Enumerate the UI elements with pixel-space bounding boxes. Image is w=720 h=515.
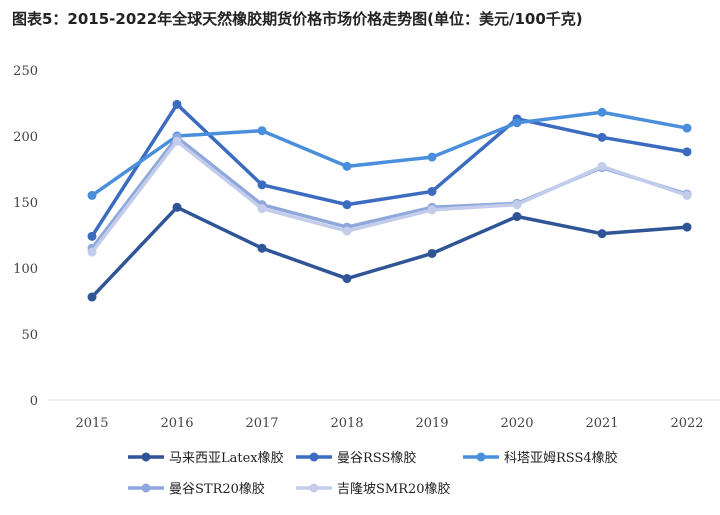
series-group (87, 107, 692, 200)
series-line (90, 110, 689, 198)
data-point (87, 292, 97, 302)
data-point (512, 200, 522, 210)
x-tick-label: 2017 (245, 416, 278, 431)
legend-item: 曼谷STR20橡胶 (128, 481, 265, 497)
legend-label: 曼谷STR20橡胶 (169, 481, 265, 497)
x-tick-label: 2021 (585, 416, 618, 431)
y-tick-label: 200 (13, 130, 38, 145)
legend-label: 曼谷RSS橡胶 (337, 450, 416, 466)
chart-title: 图表5：2015-2022年全球天然橡胶期货价格市场价格走势图(单位：美元/10… (12, 10, 583, 28)
x-tick-label: 2015 (75, 416, 108, 431)
legend-marker (141, 483, 151, 493)
legend-label: 科塔亚姆RSS4橡胶 (504, 450, 618, 466)
legend-item: 吉隆坡SMR20橡胶 (296, 481, 451, 497)
y-tick-label: 250 (13, 64, 38, 79)
data-point (87, 190, 97, 200)
legend-marker (141, 452, 151, 462)
data-point (682, 190, 692, 200)
data-point (257, 243, 267, 253)
legend-item: 曼谷RSS橡胶 (296, 450, 416, 466)
legend-marker (476, 452, 486, 462)
data-point (172, 202, 182, 212)
data-point (427, 186, 437, 196)
data-point (87, 231, 97, 241)
x-tick-label: 2022 (670, 416, 703, 431)
legend-marker (309, 483, 319, 493)
x-tick-label: 2020 (500, 416, 533, 431)
y-tick-label: 0 (30, 394, 38, 409)
data-point (682, 222, 692, 232)
data-point (512, 212, 522, 222)
data-point (427, 248, 437, 258)
data-point (257, 204, 267, 214)
data-point (342, 161, 352, 171)
data-point (427, 152, 437, 162)
series-group (87, 202, 692, 302)
legend-item: 科塔亚姆RSS4橡胶 (463, 450, 618, 466)
x-tick-label: 2019 (415, 416, 448, 431)
series-line (90, 139, 689, 254)
legend-label: 吉隆坡SMR20橡胶 (337, 481, 451, 497)
legend-label: 马来西亚Latex橡胶 (169, 450, 284, 466)
y-tick-label: 150 (13, 196, 38, 211)
data-point (597, 132, 607, 142)
data-point (257, 180, 267, 190)
data-point (172, 136, 182, 146)
data-point (427, 205, 437, 215)
y-tick-label: 50 (21, 328, 38, 343)
series-group (87, 136, 692, 257)
data-point (597, 107, 607, 117)
axis-layer: 0 50 100 150 200 250 2015 2016 2017 2018 2019 2020 2… (13, 64, 720, 431)
data-point (512, 118, 522, 128)
data-point (87, 247, 97, 257)
x-tick-label: 2016 (160, 416, 193, 431)
series-line (90, 102, 689, 239)
y-tick-label: 100 (13, 262, 38, 277)
data-point (342, 226, 352, 236)
data-point (342, 200, 352, 210)
data-point (257, 126, 267, 136)
data-point (172, 99, 182, 109)
data-point (597, 229, 607, 239)
legend-marker (309, 452, 319, 462)
x-tick-label: 2018 (330, 416, 363, 431)
legend-item: 马来西亚Latex橡胶 (128, 450, 284, 466)
series-line (90, 205, 689, 299)
data-point (597, 161, 607, 171)
data-point (682, 123, 692, 133)
data-point (342, 274, 352, 284)
series-group (87, 99, 692, 241)
data-point (682, 147, 692, 157)
series-layer (87, 99, 692, 302)
